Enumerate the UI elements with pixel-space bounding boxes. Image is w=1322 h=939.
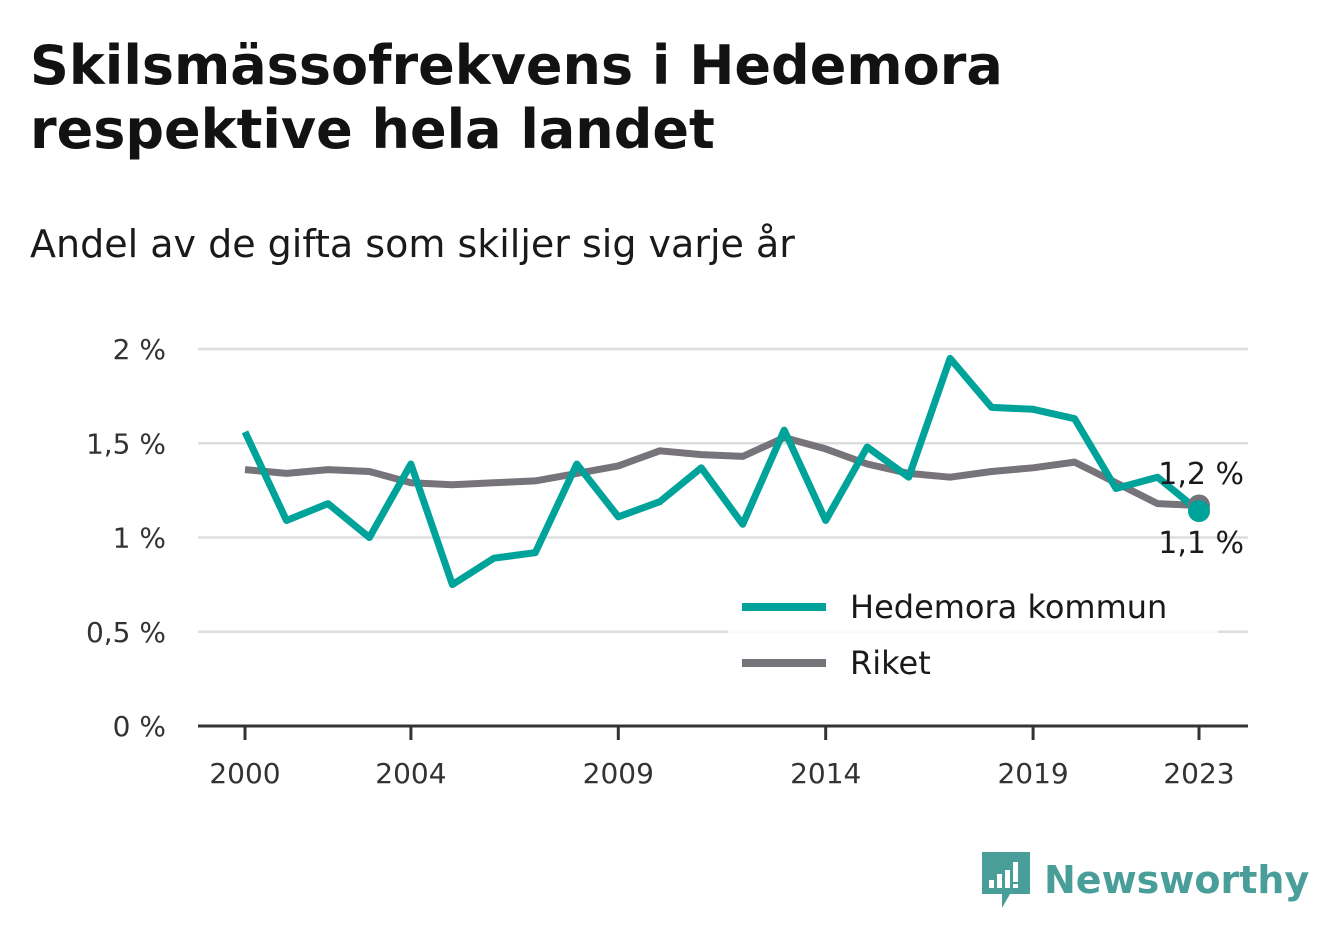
bar-chart-speech-bubble-icon <box>982 852 1030 908</box>
end-label-hedemora: 1,1 % <box>1158 526 1244 561</box>
brand-name: Newsworthy <box>1044 858 1310 902</box>
series-lines <box>241 354 1210 589</box>
legend-background <box>728 580 1218 695</box>
x-tick-label: 2009 <box>583 757 654 790</box>
legend-label: Riket <box>850 644 931 682</box>
y-tick-label: 1,5 % <box>86 427 166 460</box>
y-tick-label: 1 % <box>113 522 166 555</box>
chart-title: Skilsmässofrekvens i Hedemora respektive… <box>30 34 1003 161</box>
chart-subtitle: Andel av de gifta som skiljer sig varje … <box>30 222 795 266</box>
series-line-hedemora <box>241 354 1202 589</box>
end-label-riket: 1,2 % <box>1158 457 1244 492</box>
x-tick-label: 2014 <box>790 757 861 790</box>
y-tick-label: 2 % <box>113 333 166 366</box>
brand-logo: Newsworthy <box>980 850 1309 910</box>
end-point-hedemora <box>1188 500 1210 523</box>
y-axis-ticks: 0 % 0,5 % 1 % 1,5 % 2 % <box>86 333 166 743</box>
legend-label: Hedemora kommun <box>850 588 1167 626</box>
end-labels: 1,2 % 1,1 % <box>1158 457 1244 561</box>
x-axis-ticks: 2000 2004 2009 2014 2019 2023 <box>209 726 1235 790</box>
x-tick-label: 2000 <box>209 757 280 790</box>
y-tick-label: 0 % <box>113 710 166 743</box>
x-tick-label: 2019 <box>997 757 1068 790</box>
legend: Hedemora kommun Riket <box>728 580 1218 695</box>
x-tick-label: 2023 <box>1163 757 1234 790</box>
x-tick-label: 2004 <box>375 757 446 790</box>
y-tick-label: 0,5 % <box>86 616 166 649</box>
